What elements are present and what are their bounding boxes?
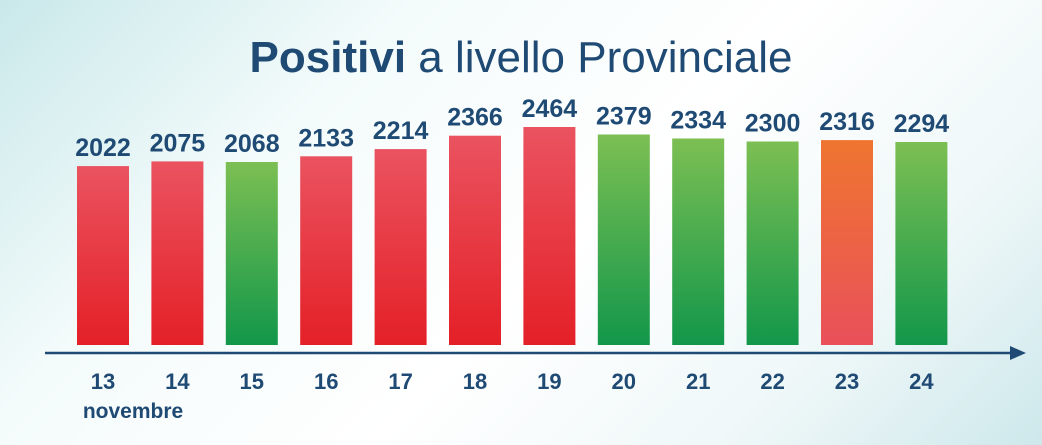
x-tick-16: 16 (314, 369, 338, 394)
bar-19 (523, 127, 576, 345)
bar-13 (77, 166, 129, 345)
bar-24 (895, 142, 948, 345)
bar-23 (821, 140, 873, 345)
title-bold: Positivi (249, 33, 407, 82)
bar-21 (672, 138, 725, 345)
value-label-22: 2300 (745, 110, 801, 138)
title-rest: a livello Provinciale (406, 33, 793, 82)
value-label-15: 2068 (224, 130, 280, 158)
x-tick-17: 17 (388, 369, 412, 394)
bar-14 (151, 161, 204, 345)
x-axis-arrow-icon (1010, 346, 1026, 360)
bar-15 (225, 162, 278, 345)
bar-16 (300, 156, 353, 345)
x-tick-22: 22 (760, 369, 784, 394)
x-tick-15: 15 (240, 369, 264, 394)
value-label-16: 2133 (298, 124, 354, 152)
value-label-23: 2316 (819, 108, 875, 136)
value-label-18: 2366 (447, 104, 503, 132)
value-label-13: 2022 (75, 134, 131, 162)
x-tick-24: 24 (909, 369, 934, 394)
x-tick-13: 13 (91, 369, 115, 394)
x-tick-23: 23 (835, 369, 859, 394)
bar-22 (746, 141, 799, 345)
x-tick-18: 18 (463, 369, 487, 394)
x-tick-14: 14 (165, 369, 190, 394)
bar-17 (374, 149, 427, 345)
value-label-19: 2464 (522, 95, 578, 123)
value-label-20: 2379 (596, 103, 652, 131)
bar-20 (597, 134, 650, 345)
x-unit-label: novembre (83, 400, 183, 423)
value-label-21: 2334 (670, 107, 726, 135)
bar-18 (449, 135, 501, 345)
chart-title: Positivi a livello Provinciale (0, 28, 1042, 88)
x-tick-20: 20 (612, 369, 636, 394)
value-label-14: 2075 (150, 129, 206, 157)
x-tick-21: 21 (686, 369, 710, 394)
x-tick-19: 19 (537, 369, 561, 394)
value-label-17: 2214 (373, 117, 429, 145)
value-label-24: 2294 (894, 110, 950, 138)
